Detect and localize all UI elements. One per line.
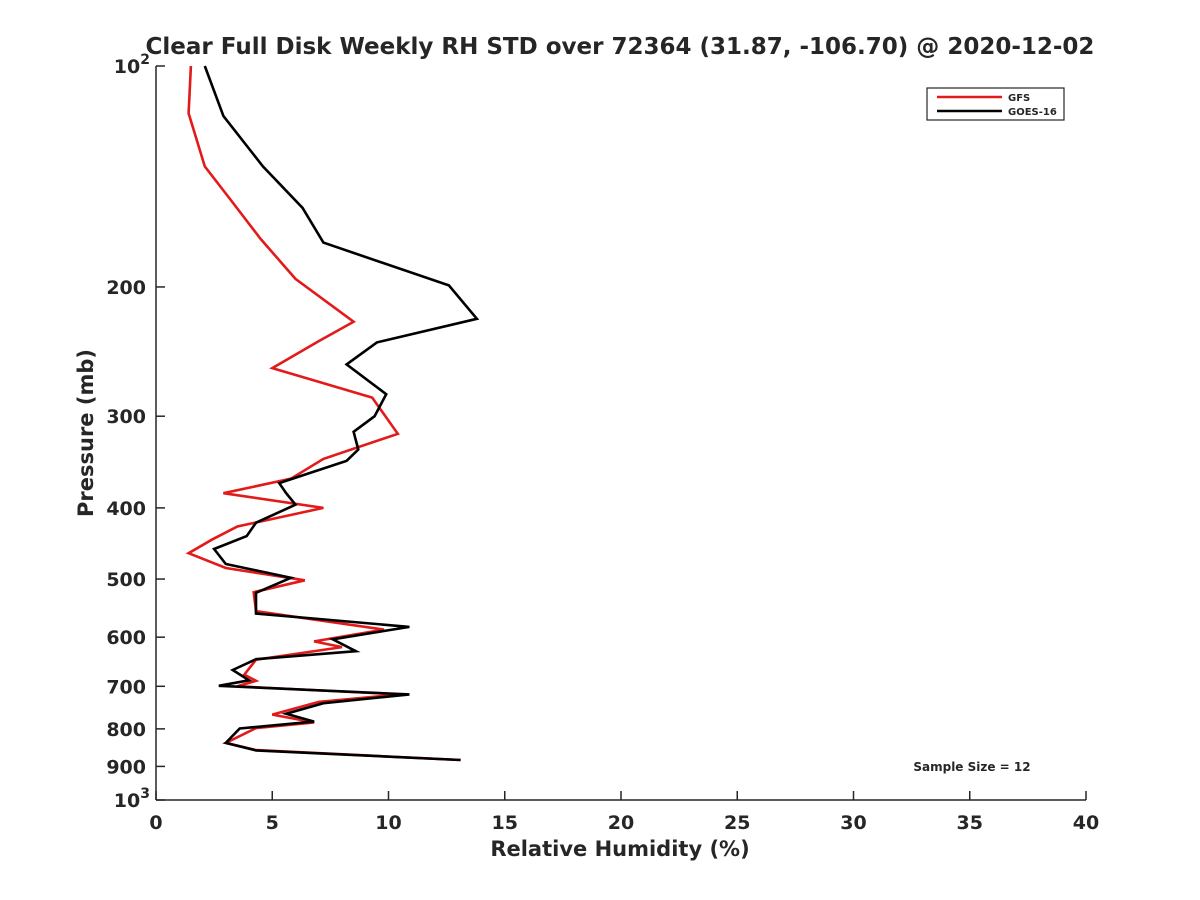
legend-label: GFS xyxy=(1008,93,1030,104)
series-line-goes-16 xyxy=(203,65,480,762)
x-tick-label: 20 xyxy=(608,812,634,834)
x-tick-label: 40 xyxy=(1073,812,1099,834)
series-layer xyxy=(185,65,480,762)
x-tick-label: 15 xyxy=(492,812,518,834)
x-tick-label: 25 xyxy=(724,812,750,834)
y-tick-label: 102 xyxy=(114,52,150,78)
x-tick-label: 5 xyxy=(266,812,279,834)
y-ticks: 102 200 300 400 500 600 700 800 900 103 xyxy=(106,52,165,812)
x-ticks: 0 5 10 15 20 25 30 35 40 xyxy=(149,791,1099,834)
x-tick-label: 0 xyxy=(149,812,162,834)
y-tick-label: 200 xyxy=(106,277,146,299)
y-tick-label: 500 xyxy=(106,569,146,591)
legend: GFS GOES-16 xyxy=(926,87,1065,121)
y-tick-label: 900 xyxy=(106,756,146,778)
series-line-gfs xyxy=(185,65,461,762)
chart-title: Clear Full Disk Weekly RH STD over 72364… xyxy=(146,34,1095,60)
y-tick-label: 300 xyxy=(106,406,146,428)
sample-size-annotation: Sample Size = 12 xyxy=(913,760,1030,774)
legend-box xyxy=(926,87,1065,121)
y-axis-label: Pressure (mb) xyxy=(74,349,98,517)
y-tick-label: 600 xyxy=(106,627,146,649)
y-tick-label: 103 xyxy=(114,786,150,812)
y-tick-label: 800 xyxy=(106,719,146,741)
y-tick-label: 400 xyxy=(106,498,146,520)
x-axis-label: Relative Humidity (%) xyxy=(490,837,749,861)
x-tick-label: 30 xyxy=(840,812,866,834)
legend-label: GOES-16 xyxy=(1008,107,1057,118)
y-tick-label: 700 xyxy=(106,676,146,698)
x-tick-label: 35 xyxy=(957,812,983,834)
x-tick-label: 10 xyxy=(375,812,401,834)
